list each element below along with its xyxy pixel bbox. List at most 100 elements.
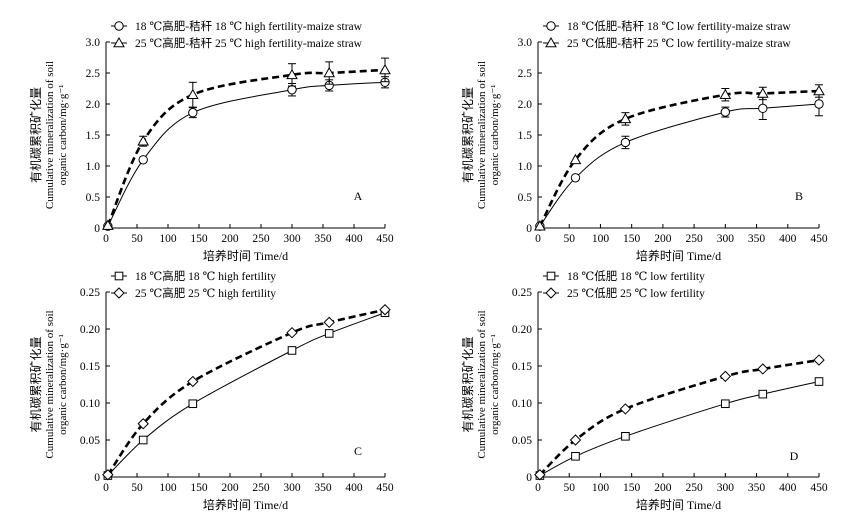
data-point (186, 88, 199, 99)
y-tick-label: 1.5 (518, 130, 533, 142)
data-point (286, 326, 298, 339)
x-tick-label: 250 (252, 482, 270, 494)
y-axis-label-ylabel-cn: 有机碳累积矿化量 (461, 87, 475, 183)
x-tick-label: 50 (131, 482, 143, 494)
data-point (720, 107, 731, 117)
x-tick-label: 0 (535, 482, 541, 494)
y-tick-label: 3.0 (86, 37, 101, 49)
panel-letter: D (790, 449, 799, 463)
x-tick-label: 200 (221, 482, 239, 494)
data-point (137, 135, 150, 146)
data-point (813, 84, 825, 96)
data-point (188, 399, 198, 409)
data-point (534, 220, 546, 231)
legend-entry-1: 18 ℃低肥 18 ℃ low fertility (543, 270, 705, 283)
data-point (534, 469, 546, 481)
y-tick-label: 0 (94, 472, 100, 484)
data-point (286, 68, 298, 80)
legend-label: 18 ℃高肥-秸秆 18 ℃ high fertility-maize stra… (135, 19, 363, 33)
x-tick-label: 300 (283, 482, 301, 494)
y-axis-label-ylabel-en1: Cumulative mineralization of soil (44, 310, 56, 458)
y-tick-label: 0.25 (80, 287, 100, 299)
legend-label: 18 ℃高肥 18 ℃ high fertility (135, 269, 276, 283)
x-tick-label: 150 (190, 233, 208, 245)
data-point (187, 375, 199, 388)
x-tick-label: 250 (252, 233, 270, 245)
y-axis-label-ylabel-cn: 有机碳累积矿化量 (461, 336, 475, 432)
x-tick-label: 400 (345, 233, 363, 245)
data-point (758, 389, 768, 399)
x-tick-label: 450 (376, 482, 394, 494)
x-tick-label: 450 (810, 233, 828, 245)
data-point (814, 99, 824, 109)
y-tick-label: 0 (94, 223, 100, 235)
y-axis-label-ylabel-en1: Cumulative mineralization of soil (476, 310, 488, 458)
x-tick-label: 0 (535, 233, 541, 245)
data-point (620, 137, 631, 148)
series-2 (534, 354, 825, 481)
data-point (569, 434, 582, 446)
x-tick-label: 50 (563, 482, 575, 494)
y-tick-label: 0.20 (512, 324, 532, 336)
y-tick-label: 1.0 (86, 161, 101, 173)
x-tick-label: 0 (103, 233, 109, 245)
data-point (756, 87, 769, 98)
x-axis-label: 培养时间 Time/d (636, 497, 721, 512)
series-2 (102, 304, 391, 481)
series-2 (534, 84, 825, 231)
data-point (571, 451, 580, 461)
y-tick-label: 0.15 (80, 361, 100, 373)
data-point (188, 107, 198, 118)
data-point (102, 219, 114, 230)
x-tick-label: 200 (654, 233, 672, 245)
data-point (619, 403, 632, 415)
legend-label: 18 ℃低肥-秸秆 18 ℃ low fertility-maize straw (567, 20, 791, 33)
legend-entry-1: 18 ℃高肥-秸秆 18 ℃ high fertility-maize stra… (111, 19, 363, 33)
data-point (758, 103, 768, 114)
x-axis-label: 培养时间 Time/d (203, 497, 288, 512)
x-tick-label: 150 (623, 233, 641, 245)
data-point (379, 304, 391, 316)
y-tick-label: 0.10 (512, 398, 532, 410)
x-tick-label: 450 (810, 482, 828, 494)
data-point (757, 363, 769, 375)
y-tick-label: 0 (526, 472, 532, 484)
series-1 (103, 308, 390, 480)
y-axis-label-ylabel-en1: Cumulative mineralization of soil (44, 61, 56, 209)
legend-entry-2: 25 ℃低肥-秸秆 25 ℃ low fertility-maize straw (543, 36, 791, 50)
x-tick-label: 50 (131, 233, 143, 245)
x-tick-label: 400 (345, 482, 363, 494)
y-tick-label: 0.10 (80, 398, 100, 410)
legend-label: 18 ℃低肥 18 ℃ low fertility (567, 270, 705, 283)
x-tick-label: 200 (221, 233, 239, 245)
legend-entry-1: 18 ℃低肥-秸秆 18 ℃ low fertility-maize straw (543, 20, 791, 33)
data-point (138, 155, 148, 165)
y-axis-label-ylabel-en2: organic carbon/mg·g⁻¹ (57, 334, 69, 435)
x-tick-label: 350 (748, 233, 766, 245)
x-tick-label: 250 (685, 233, 703, 245)
y-tick-label: 2.5 (86, 68, 101, 80)
series-line (539, 103, 820, 227)
x-tick-label: 150 (190, 482, 208, 494)
legend-entry-2: 25 ℃高肥 25 ℃ high fertility (111, 286, 276, 300)
series-line (539, 381, 820, 476)
y-axis-label-ylabel-en2: organic carbon/mg·g⁻¹ (489, 85, 501, 186)
legend-entry-2: 25 ℃低肥 25 ℃ low fertility (543, 287, 705, 300)
legend-label: 25 ℃低肥-秸秆 25 ℃ low fertility-maize straw (567, 37, 791, 50)
y-tick-label: 3.0 (518, 37, 533, 49)
data-point (138, 435, 148, 445)
legend-entry-2: 25 ℃高肥-秸秆 25 ℃ high fertility-maize stra… (111, 36, 363, 50)
data-point (379, 63, 391, 75)
y-tick-label: 0.15 (512, 361, 532, 373)
legend-label: 25 ℃低肥 25 ℃ low fertility (567, 287, 705, 300)
data-point (137, 418, 149, 430)
data-point (102, 469, 114, 481)
x-axis-label: 培养时间 Time/d (636, 248, 721, 263)
y-tick-label: 2.0 (518, 99, 533, 111)
x-tick-label: 100 (159, 482, 177, 494)
data-point (323, 66, 336, 78)
x-tick-label: 350 (314, 233, 332, 245)
y-axis-label-ylabel-cn: 有机碳累积矿化量 (29, 336, 43, 432)
x-tick-label: 450 (376, 233, 394, 245)
